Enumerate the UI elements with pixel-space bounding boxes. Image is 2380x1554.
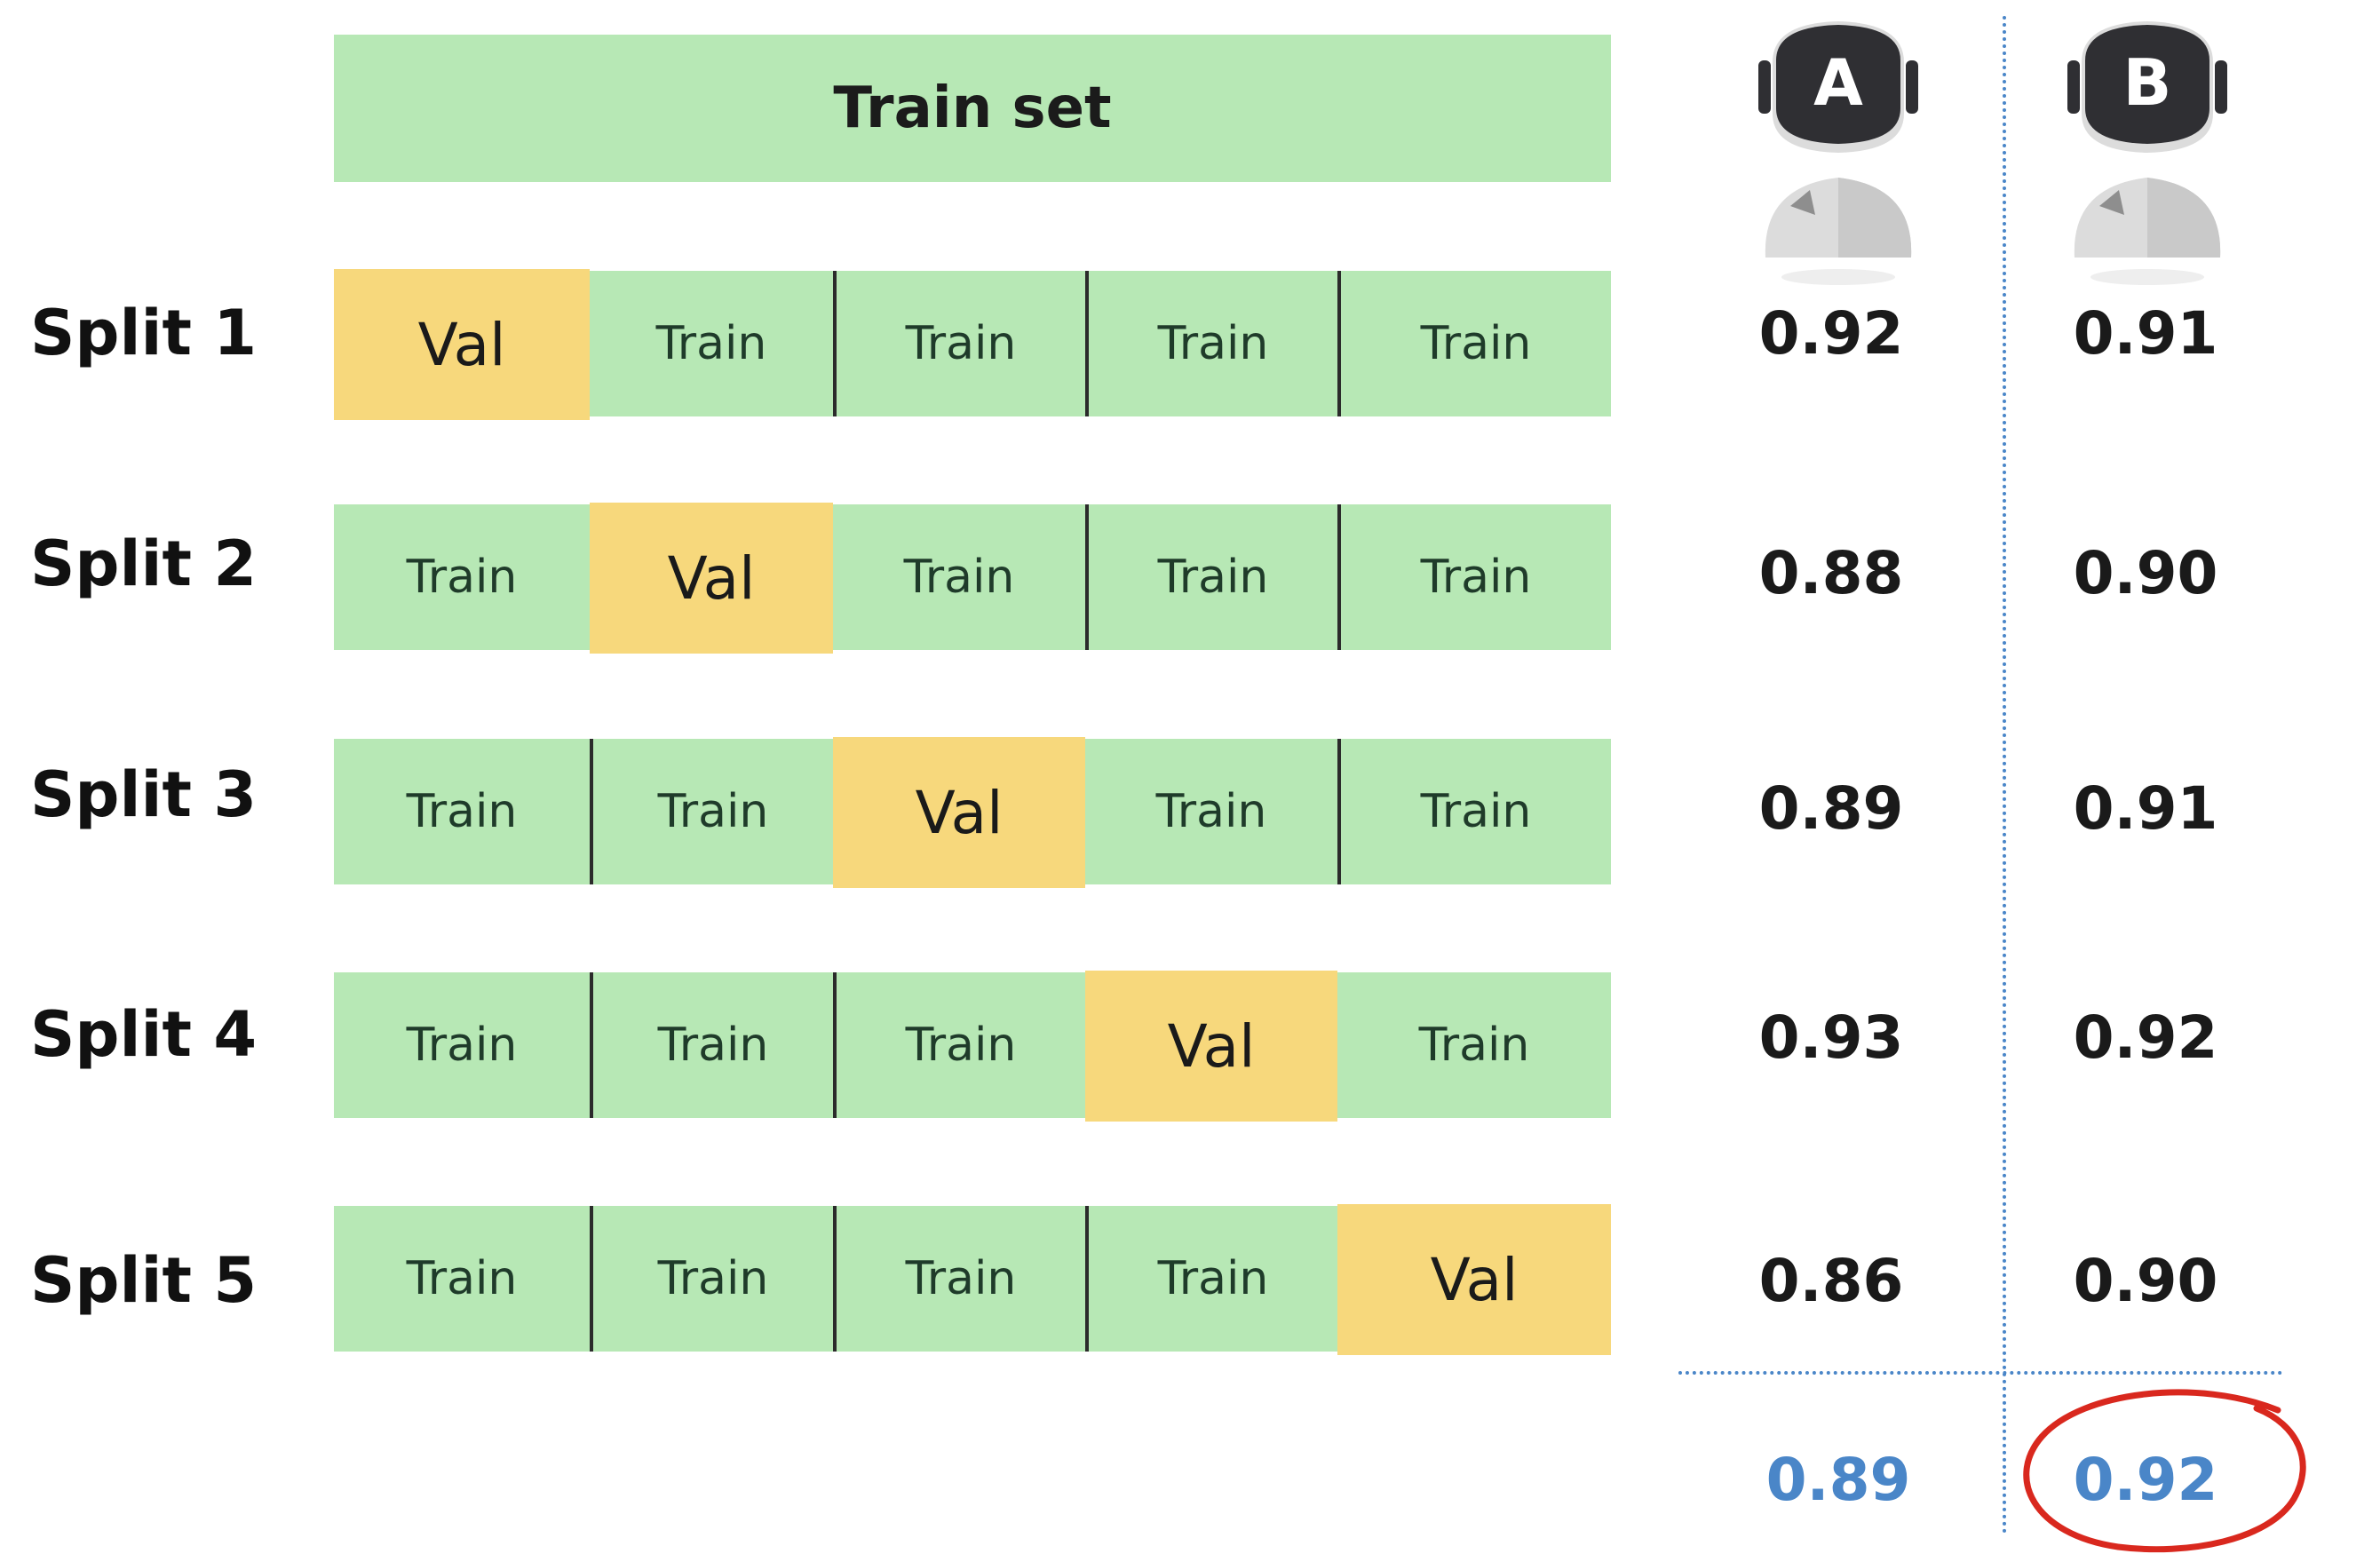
- split-5-fold-2: Train: [590, 1206, 833, 1352]
- best-score-circle-highlight: [2023, 1389, 2306, 1553]
- split-2-fold-1: Train: [334, 504, 590, 650]
- split-1-fold-4: Train: [1085, 271, 1337, 416]
- split-1-label: Split 1: [30, 297, 258, 369]
- split-5-fold-3: Train: [833, 1206, 1085, 1352]
- split-3-fold-1: Train: [334, 739, 590, 884]
- split-1-fold-3: Train: [833, 271, 1085, 416]
- robot-a-icon: A: [1758, 21, 1918, 285]
- train-set-title: Train set: [833, 75, 1112, 141]
- split-1-fold-5: Train: [1337, 271, 1611, 416]
- split-2-fold-4: Train: [1085, 504, 1337, 650]
- split-2-label: Split 2: [30, 527, 258, 600]
- split-4-score-a: 0.93: [1758, 1003, 1904, 1072]
- split-5-score-b: 0.90: [2073, 1246, 2218, 1315]
- split-3-score-b: 0.91: [2073, 773, 2218, 843]
- split-5-score-a: 0.86: [1758, 1246, 1904, 1315]
- split-4-fold-5: Train: [1337, 972, 1611, 1118]
- split-4-fold-2: Train: [590, 972, 833, 1118]
- split-1-score-b: 0.91: [2073, 298, 2218, 368]
- split-2-row: Train Val Train Train Train: [334, 503, 1611, 654]
- split-3-fold-3: Val: [833, 737, 1085, 888]
- split-5-fold-4: Train: [1085, 1206, 1337, 1352]
- train-set-bar: Train set: [334, 35, 1611, 182]
- split-1-fold-2: Train: [590, 271, 833, 416]
- split-3-fold-4: Train: [1085, 739, 1337, 884]
- robot-b-letter: B: [2123, 45, 2172, 120]
- split-3-fold-5: Train: [1337, 739, 1611, 884]
- average-score-b: 0.92: [2073, 1445, 2218, 1514]
- split-1-row: Val Train Train Train Train: [334, 269, 1611, 420]
- split-4-score-b: 0.92: [2073, 1003, 2218, 1072]
- split-4-label: Split 4: [30, 998, 258, 1071]
- split-3-score-a: 0.89: [1758, 773, 1904, 843]
- split-4-fold-1: Train: [334, 972, 590, 1118]
- robot-a-letter: A: [1813, 45, 1863, 120]
- split-2-fold-5: Train: [1337, 504, 1611, 650]
- split-2-score-b: 0.90: [2073, 538, 2218, 607]
- split-2-fold-3: Train: [833, 504, 1085, 650]
- average-divider-line: [1678, 1371, 2282, 1375]
- split-4-row: Train Train Train Val Train: [334, 971, 1611, 1122]
- split-1-fold-1: Val: [334, 269, 590, 420]
- split-2-fold-2: Val: [590, 503, 833, 654]
- average-score-a: 0.89: [1765, 1445, 1911, 1514]
- split-5-fold-5: Val: [1337, 1204, 1611, 1355]
- split-3-fold-2: Train: [590, 739, 833, 884]
- split-5-row: Train Train Train Train Val: [334, 1204, 1611, 1355]
- split-2-score-a: 0.88: [1758, 538, 1904, 607]
- split-1-score-a: 0.92: [1758, 298, 1904, 368]
- split-5-label: Split 5: [30, 1244, 258, 1317]
- split-4-fold-4: Val: [1085, 971, 1337, 1122]
- model-divider-line: [2003, 16, 2006, 1534]
- split-4-fold-3: Train: [833, 972, 1085, 1118]
- split-5-fold-1: Train: [334, 1206, 590, 1352]
- split-3-row: Train Train Val Train Train: [334, 737, 1611, 888]
- split-3-label: Split 3: [30, 758, 258, 831]
- robot-b-icon: B: [2067, 21, 2227, 285]
